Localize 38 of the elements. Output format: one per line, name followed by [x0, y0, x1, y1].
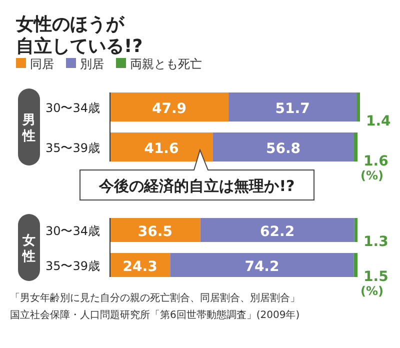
bar: [110, 132, 213, 162]
data-label: 56.8: [266, 141, 301, 157]
bar: [354, 253, 358, 277]
legend-label: 両親とも死亡: [130, 57, 202, 71]
data-label: 24.3: [122, 259, 158, 275]
bar: [110, 218, 200, 242]
data-label: 51.7: [275, 101, 310, 117]
bar: [212, 132, 354, 162]
data-label: 62.2: [260, 224, 295, 240]
text: 今後の経済的自立は無理か!?: [98, 177, 295, 195]
data-label: 74.2: [244, 259, 280, 275]
data-label: 41.6: [144, 141, 179, 157]
data-label: 1.5: [364, 269, 388, 285]
text: 国立社会保障・人口問題研究所「第6回世帯動態調査」(2009年): [10, 309, 300, 321]
data-label: 1.6: [364, 154, 388, 170]
bar: [228, 92, 357, 122]
y-axis-title: 女性: [22, 234, 36, 264]
data-label: 1.4: [366, 114, 392, 130]
bar: [356, 92, 360, 122]
bar: [354, 132, 358, 162]
bar: [110, 92, 229, 122]
legend-label: 別居: [80, 57, 104, 71]
legend-label: 同居: [30, 57, 54, 71]
text: (%): [360, 284, 384, 298]
bar: [354, 218, 358, 242]
data-label: 1.3: [364, 234, 388, 250]
text: (%): [360, 168, 384, 182]
text: 「男女年齢別に見た自分の親の死亡割合、同居割合、別居割合」: [10, 292, 300, 304]
y-tick-label: 35〜39歳: [45, 141, 100, 155]
y-tick-label: 35〜39歳: [45, 259, 100, 273]
bar: [200, 218, 354, 242]
bar: [170, 253, 354, 277]
data-label: 47.9: [152, 101, 187, 117]
y-axis-title: 男性: [22, 113, 36, 144]
y-tick-label: 30〜34歳: [45, 224, 100, 238]
data-label: 36.5: [138, 224, 172, 240]
y-tick-label: 30〜34歳: [45, 101, 100, 115]
chart-title: 女性のほうが自立している!?: [15, 14, 143, 57]
